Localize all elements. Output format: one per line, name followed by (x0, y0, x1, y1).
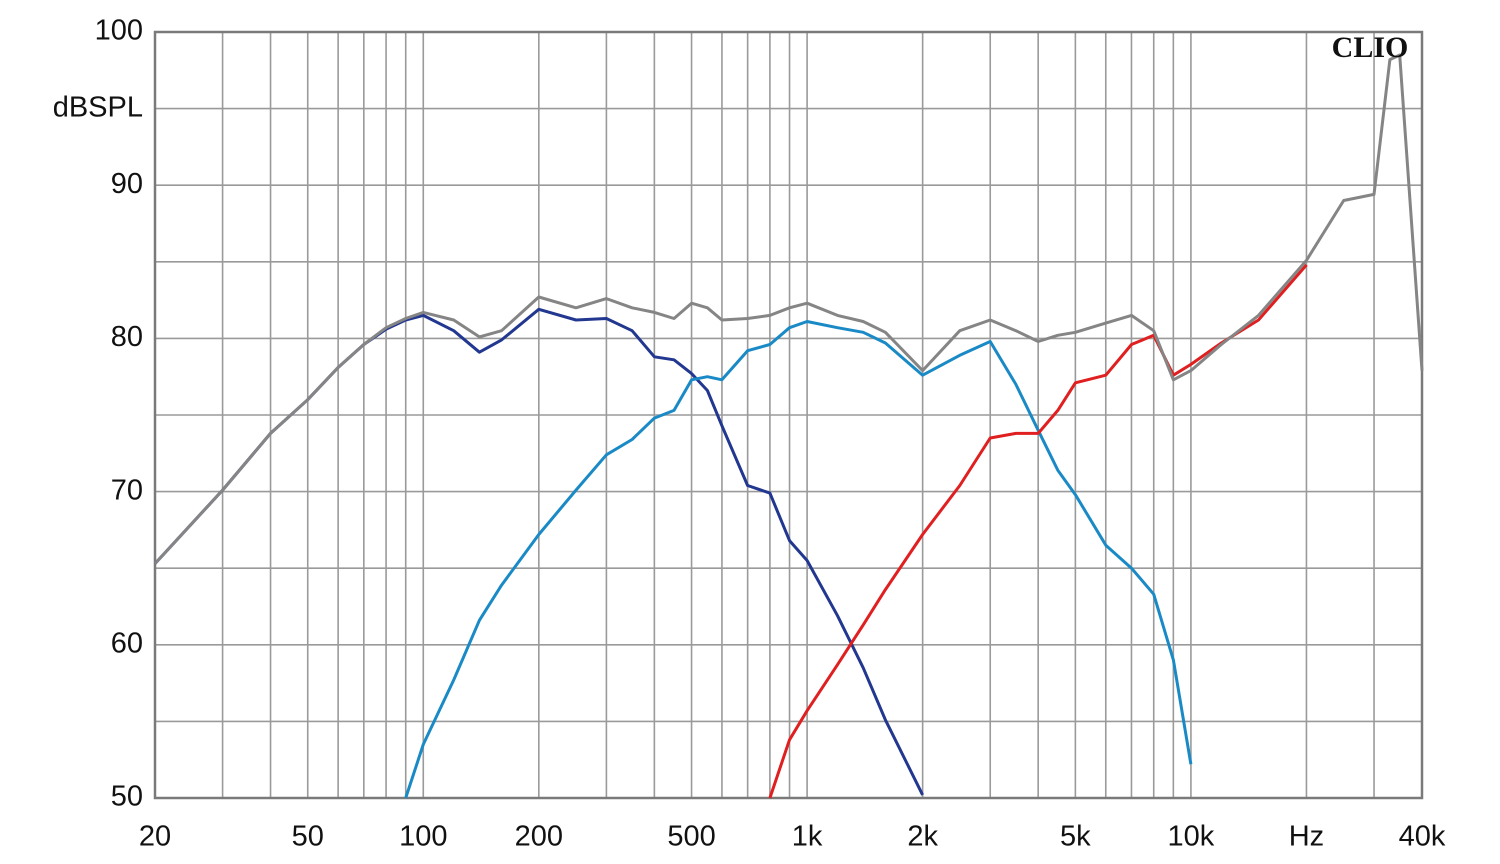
x-tick-label: 200 (515, 821, 563, 853)
x-tick-label: 20 (139, 821, 171, 853)
x-tick-label: Hz (1289, 821, 1324, 853)
series-line (153, 53, 1424, 565)
y-tick-label: 80 (111, 321, 143, 353)
x-tick-label: 100 (399, 821, 447, 853)
y-tick-label: 100 (95, 15, 143, 47)
x-tick-label: 2k (907, 821, 938, 853)
watermark: CLIO (1332, 31, 1409, 64)
plot: 20 50 100 200 500 1k 2k 5k 10k Hz 40k 50 60 70 80 90 dBS… (53, 15, 1446, 853)
x-tick-label: 1k (792, 821, 823, 853)
series-line (404, 320, 1193, 799)
series-line (768, 263, 1308, 799)
y-tick-label: 50 (111, 781, 143, 813)
y-tick-label: 60 (111, 627, 143, 659)
x-tick-label: 5k (1060, 821, 1091, 853)
y-tick-label: dBSPL (53, 91, 143, 123)
x-tick-label: 50 (292, 821, 324, 853)
plot-frame (153, 30, 1424, 800)
y-tick-label: 70 (111, 474, 143, 506)
x-tick-label: 500 (667, 821, 715, 853)
x-tick-label: 40k (1399, 821, 1446, 853)
x-tick-label: 10k (1168, 821, 1215, 853)
y-tick-label: 90 (111, 168, 143, 200)
